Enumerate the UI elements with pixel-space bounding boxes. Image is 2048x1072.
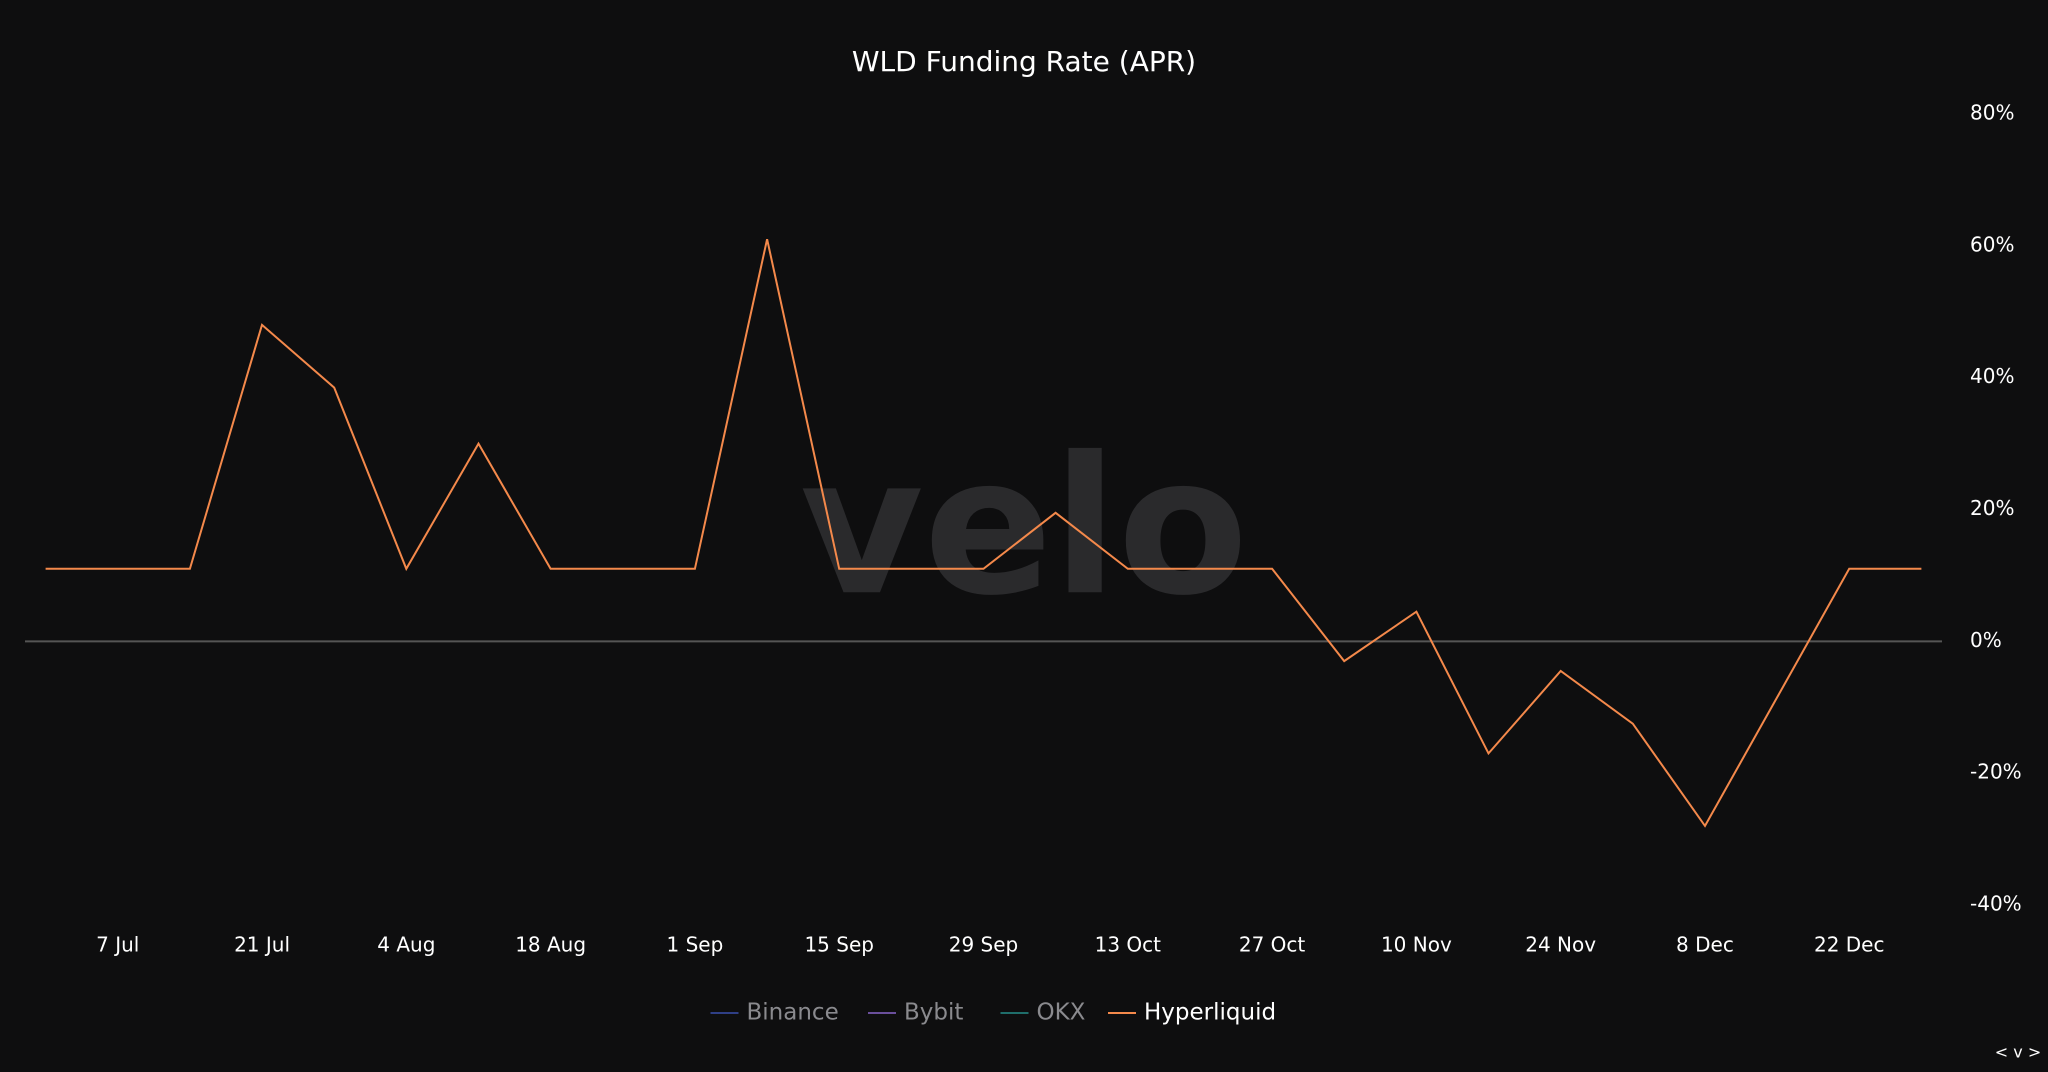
x-tick-label: 24 Nov [1525, 933, 1596, 957]
y-tick-label: 60% [1970, 232, 2014, 256]
chart-title: WLD Funding Rate (APR) [852, 45, 1196, 78]
watermark: velo [800, 416, 1248, 637]
x-tick-label: 13 Oct [1095, 933, 1162, 957]
y-tick-label: 80% [1970, 101, 2014, 125]
y-tick-label: 20% [1970, 496, 2014, 520]
legend-label[interactable]: Hyperliquid [1144, 1000, 1276, 1026]
x-tick-label: 1 Sep [667, 933, 724, 957]
legend-label[interactable]: OKX [1037, 1000, 1086, 1026]
corner-control[interactable]: < v > [1995, 1043, 2041, 1062]
data-line [45, 238, 1922, 828]
y-tick-label: 0% [1970, 628, 2002, 652]
x-tick-label: 21 Jul [234, 933, 290, 957]
x-tick-label: 15 Sep [804, 933, 874, 957]
x-tick-label: 29 Sep [949, 933, 1019, 957]
y-tick-label: 40% [1970, 364, 2014, 388]
y-tick-label: -40% [1970, 892, 2022, 916]
x-tick-label: 27 Oct [1239, 933, 1306, 957]
legend-label[interactable]: Bybit [904, 1000, 963, 1026]
x-tick-label: 22 Dec [1814, 933, 1885, 957]
x-tick-label: 18 Aug [515, 933, 586, 957]
y-tick-label: -20% [1970, 760, 2022, 784]
x-tick-label: 4 Aug [377, 933, 435, 957]
x-tick-label: 7 Jul [96, 933, 139, 957]
x-tick-label: 10 Nov [1381, 933, 1452, 957]
legend-label[interactable]: Binance [747, 1000, 839, 1026]
x-tick-label: 8 Dec [1676, 933, 1734, 957]
